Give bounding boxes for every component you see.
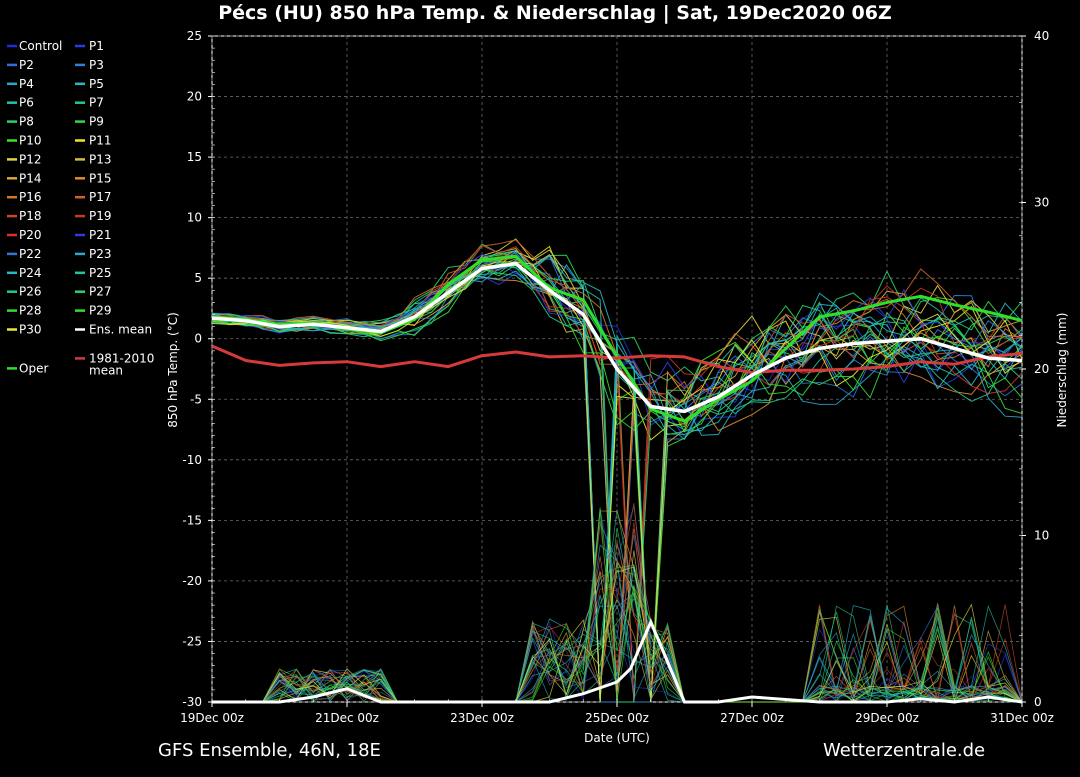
legend-label: P28 [19,304,42,318]
x-tick-label: 29Dec 00z [855,711,919,725]
y-tick-label: 25 [187,29,202,43]
legend: Control P1 P2 P3 P4 P5 P6 P7 P8 P9 P10 P11 P12 P13 P14… [7,39,154,377]
legend-label: P21 [89,228,112,242]
y2-axis-label: Niederschlag (mm) [1055,313,1069,428]
y-tick-label: 5 [194,271,202,285]
x-tick-label: 25Dec 00z [585,711,649,725]
legend-label: P24 [19,266,42,280]
precipitation-lines [212,503,1023,704]
ens-mean-line [211,261,1023,414]
ensemble-member-line [211,261,1023,703]
legend-label: P9 [89,115,104,129]
legend-label: P3 [89,58,104,72]
precip-member-line [212,544,1023,703]
precip-member-line [212,605,1023,703]
y2-tick-label: 20 [1034,362,1049,376]
legend-label: P7 [89,96,104,110]
legend-label: P16 [19,190,42,204]
legend-label: P13 [89,152,112,166]
legend-label: P12 [19,152,42,166]
legend-label: P25 [89,266,112,280]
legend-label: P2 [19,58,34,72]
y2-tick-label: 10 [1034,529,1049,543]
y-tick-label: -30 [182,695,202,709]
footer-site: Wetterzentrale.de [823,740,985,761]
legend-label: mean [89,363,123,377]
main-series [211,254,1023,423]
y-tick-label: -10 [182,453,202,467]
legend-label: P27 [89,285,112,299]
legend-label: P17 [89,190,112,204]
x-tick-label: 27Dec 00z [720,711,784,725]
y2-tick-label: 0 [1034,695,1042,709]
ens-mean-precip-line [212,618,1023,704]
legend-label: P11 [89,134,112,148]
x-axis-label: Date (UTC) [584,731,650,745]
footer-source: GFS Ensemble, 46N, 18E [158,740,381,761]
y-tick-label: 15 [187,150,202,164]
y2-tick-label: 30 [1034,196,1049,210]
ensemble-member-line [211,263,1023,703]
y2-tick-label: 40 [1034,29,1049,43]
legend-label: Ens. mean [89,323,152,337]
legend-label: Control [19,39,62,53]
y-axis-label: 850 hPa Temp. (°C) [166,312,180,428]
legend-label: P18 [19,209,42,223]
legend-label: 1981-2010 [89,351,154,365]
x-tick-label: 19Dec 00z [180,711,244,725]
legend-label: P1 [89,39,104,53]
precip-member-line [212,565,1023,703]
precip-member-line [212,566,1023,703]
precip-member-line [212,509,1023,703]
legend-label: P26 [19,285,42,299]
x-tick-label: 31Dec 00z [990,711,1054,725]
legend-label: P15 [89,171,112,185]
y-tick-label: -25 [182,634,202,648]
legend-label: P14 [19,171,42,185]
y-tick-label: -15 [182,513,202,527]
y-tick-label: -20 [182,574,202,588]
legend-label: P10 [19,134,42,148]
precip-member-line [212,503,1023,703]
x-axis: 19Dec 00z 21Dec 00z 23Dec 00z 25Dec 00z 27De… [180,699,1054,725]
x-tick-label: 21Dec 00z [315,711,379,725]
y-tick-label: -5 [190,392,202,406]
ensemble-member-line [211,250,1023,703]
legend-label: P23 [89,247,112,261]
legend-label: P20 [19,228,42,242]
y-tick-label: 20 [187,90,202,104]
legend-label: P6 [19,96,34,110]
legend-label: P4 [19,77,34,91]
x-tick-label: 23Dec 00z [450,711,514,725]
precip-member-line [212,507,1023,703]
chart-title: Pécs (HU) 850 hPa Temp. & Niederschlag |… [218,2,892,24]
legend-label: P5 [89,77,104,91]
legend-label: P19 [89,209,112,223]
y-axis-left: 25 20 15 10 5 0 -5 -10 -15 -20 -25 -30 [182,29,215,709]
precip-member-line [212,509,1023,703]
legend-label: P8 [19,115,34,129]
legend-label: Oper [19,361,48,375]
legend-label: P30 [19,323,42,337]
y-tick-label: 0 [194,332,202,346]
ensemble-member-line [211,270,1023,703]
ensemble-member-line [211,245,1023,703]
climate-mean-line [211,344,1023,375]
y-tick-label: 10 [187,211,202,225]
legend-label: P29 [89,304,112,318]
legend-label: P22 [19,247,42,261]
y-axis-right: 40 30 20 10 0 [1019,29,1049,709]
